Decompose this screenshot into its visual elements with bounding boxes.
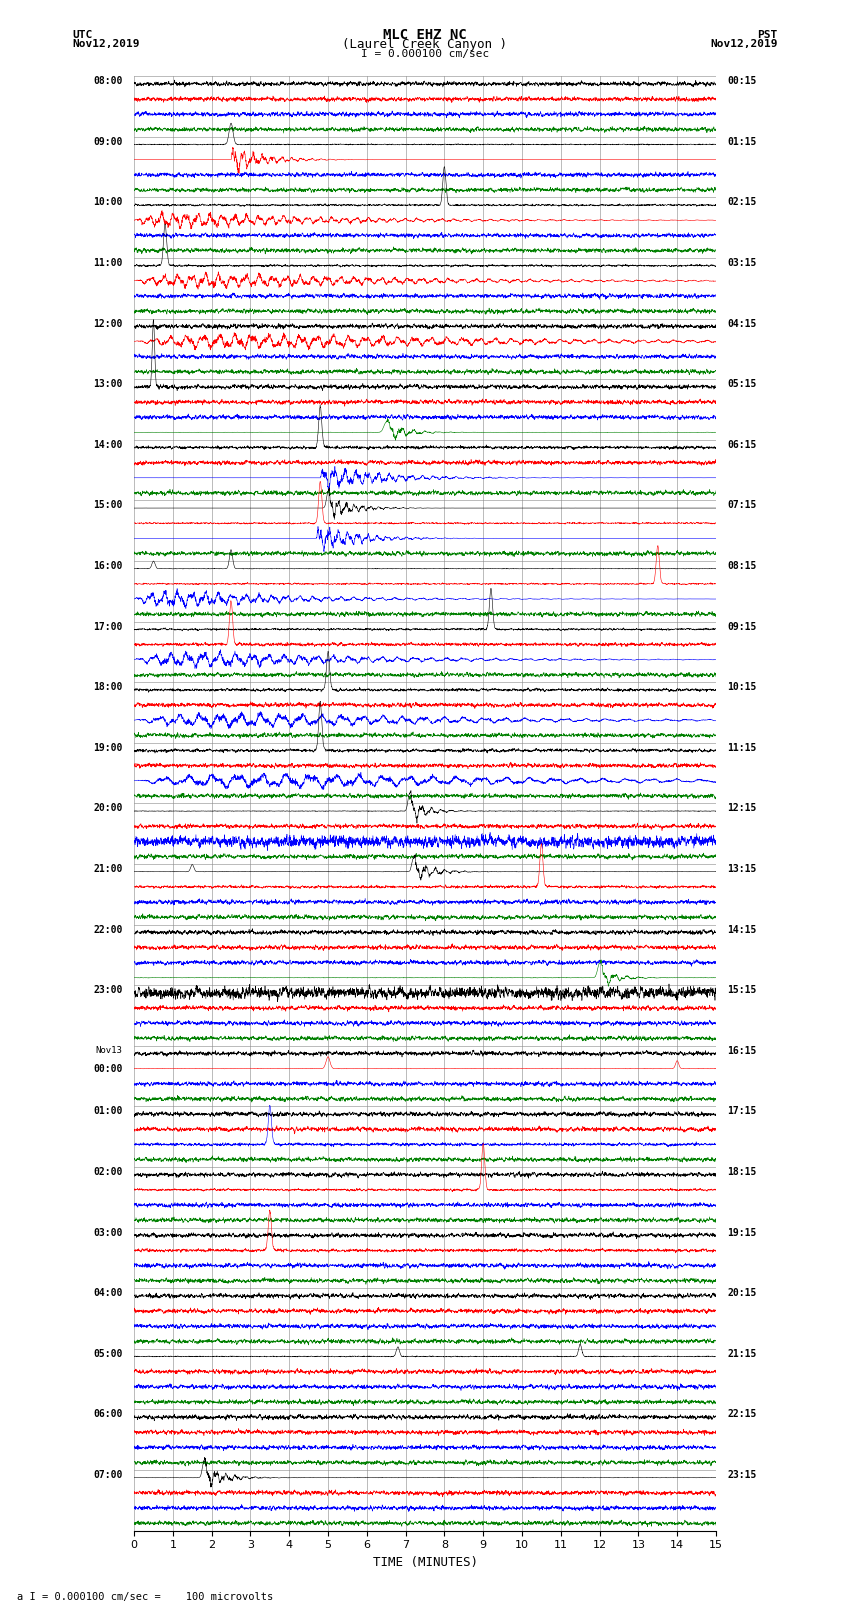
Text: 19:00: 19:00 — [93, 744, 122, 753]
Text: 07:00: 07:00 — [93, 1469, 122, 1481]
Text: 00:00: 00:00 — [93, 1063, 122, 1074]
Text: 12:15: 12:15 — [728, 803, 757, 813]
Text: 13:00: 13:00 — [93, 379, 122, 389]
Text: MLC EHZ NC: MLC EHZ NC — [383, 27, 467, 42]
Text: 10:00: 10:00 — [93, 197, 122, 208]
Text: 19:15: 19:15 — [728, 1227, 757, 1237]
Text: I = 0.000100 cm/sec: I = 0.000100 cm/sec — [361, 48, 489, 60]
Text: Nov12,2019: Nov12,2019 — [711, 39, 778, 50]
Text: 01:15: 01:15 — [728, 137, 757, 147]
Text: 07:15: 07:15 — [728, 500, 757, 510]
Text: PST: PST — [757, 29, 778, 40]
Text: 16:15: 16:15 — [728, 1045, 757, 1057]
Text: 05:15: 05:15 — [728, 379, 757, 389]
Text: 10:15: 10:15 — [728, 682, 757, 692]
Text: 20:15: 20:15 — [728, 1289, 757, 1298]
Text: 11:15: 11:15 — [728, 744, 757, 753]
Text: 20:00: 20:00 — [93, 803, 122, 813]
Text: Nov13: Nov13 — [95, 1045, 122, 1055]
Text: 17:15: 17:15 — [728, 1107, 757, 1116]
Text: 03:15: 03:15 — [728, 258, 757, 268]
Text: 22:00: 22:00 — [93, 924, 122, 934]
Text: 21:00: 21:00 — [93, 865, 122, 874]
Text: 02:00: 02:00 — [93, 1168, 122, 1177]
Text: 13:15: 13:15 — [728, 865, 757, 874]
Text: 15:15: 15:15 — [728, 986, 757, 995]
Text: 18:15: 18:15 — [728, 1168, 757, 1177]
Text: 09:15: 09:15 — [728, 621, 757, 632]
Text: a I = 0.000100 cm/sec =    100 microvolts: a I = 0.000100 cm/sec = 100 microvolts — [17, 1592, 273, 1602]
Text: 06:00: 06:00 — [93, 1410, 122, 1419]
Text: 22:15: 22:15 — [728, 1410, 757, 1419]
Text: (Laurel Creek Canyon ): (Laurel Creek Canyon ) — [343, 37, 507, 52]
Text: 01:00: 01:00 — [93, 1107, 122, 1116]
Text: 06:15: 06:15 — [728, 440, 757, 450]
Text: 09:00: 09:00 — [93, 137, 122, 147]
Text: 18:00: 18:00 — [93, 682, 122, 692]
X-axis label: TIME (MINUTES): TIME (MINUTES) — [372, 1557, 478, 1569]
Text: 12:00: 12:00 — [93, 319, 122, 329]
Text: 16:00: 16:00 — [93, 561, 122, 571]
Text: 08:00: 08:00 — [93, 76, 122, 85]
Text: 11:00: 11:00 — [93, 258, 122, 268]
Text: Nov12,2019: Nov12,2019 — [72, 39, 139, 50]
Text: 00:15: 00:15 — [728, 76, 757, 85]
Text: UTC: UTC — [72, 29, 93, 40]
Text: 03:00: 03:00 — [93, 1227, 122, 1237]
Text: 23:15: 23:15 — [728, 1469, 757, 1481]
Text: 08:15: 08:15 — [728, 561, 757, 571]
Text: 14:00: 14:00 — [93, 440, 122, 450]
Text: 17:00: 17:00 — [93, 621, 122, 632]
Text: 04:00: 04:00 — [93, 1289, 122, 1298]
Text: 21:15: 21:15 — [728, 1348, 757, 1358]
Text: 05:00: 05:00 — [93, 1348, 122, 1358]
Text: 02:15: 02:15 — [728, 197, 757, 208]
Text: 04:15: 04:15 — [728, 319, 757, 329]
Text: 15:00: 15:00 — [93, 500, 122, 510]
Text: 14:15: 14:15 — [728, 924, 757, 934]
Text: 23:00: 23:00 — [93, 986, 122, 995]
